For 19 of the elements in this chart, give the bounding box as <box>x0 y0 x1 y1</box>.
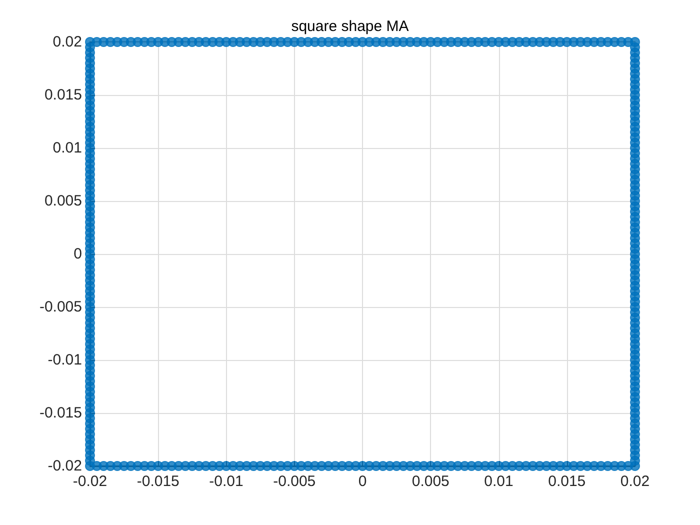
y-tick-label: -0.02 <box>48 458 82 474</box>
x-tick-label: -0.005 <box>273 473 316 490</box>
x-tick-label: 0 <box>358 473 367 490</box>
y-tick-label: -0.015 <box>39 404 82 422</box>
y-tick-label: -0.005 <box>39 298 82 316</box>
x-tick-label: -0.01 <box>209 473 244 490</box>
x-tick-label: -0.02 <box>72 473 108 490</box>
y-tick-label: 0.01 <box>52 140 82 156</box>
y-tick-label: 0.015 <box>44 86 82 104</box>
y-tick-label: 0.02 <box>52 34 82 50</box>
x-tick-label: 0.02 <box>620 473 650 490</box>
y-tick-label: 0 <box>74 246 82 262</box>
x-tick-label: 0.005 <box>412 473 450 490</box>
x-tick-label: -0.015 <box>136 473 180 490</box>
x-tick-label: 0.015 <box>548 473 586 490</box>
y-tick-label: -0.01 <box>48 352 82 368</box>
chart-title: square shape MA <box>291 18 409 35</box>
y-tick-label: 0.005 <box>44 192 82 210</box>
x-tick-label: 0.01 <box>484 473 514 490</box>
